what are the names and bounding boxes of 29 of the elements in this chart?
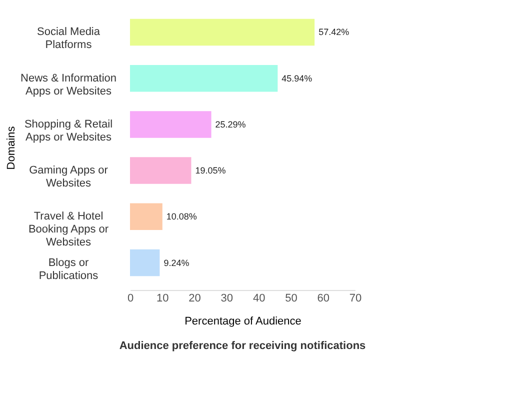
- x-tick-label: 30: [220, 292, 234, 304]
- bar: [130, 157, 192, 184]
- y-tick-label: News & Information Apps or Websites: [20, 72, 116, 98]
- text: Audience preference for receiving notifications: [119, 340, 366, 352]
- data-label: 19.05%: [195, 166, 226, 176]
- bar: [130, 111, 212, 138]
- x-tick-label: 0: [127, 292, 134, 304]
- data-label: 45.94%: [282, 73, 312, 84]
- bar: [130, 18, 315, 46]
- bar: [130, 64, 278, 92]
- y-axis-title: Domains: [6, 126, 18, 170]
- x-tick-label: 20: [188, 292, 201, 304]
- data-label: 57.42%: [318, 27, 350, 38]
- data-label: 10.08%: [166, 212, 197, 222]
- data-label: 25.29%: [215, 119, 246, 130]
- x-tick-label: 10: [156, 292, 169, 304]
- y-tick-label: Travel & Hotel Booking Apps or Websites: [28, 210, 109, 249]
- bar: [130, 249, 160, 276]
- bar: [130, 203, 162, 230]
- data-label: 9.24%: [164, 258, 190, 268]
- x-tick-label: 70: [349, 292, 362, 304]
- y-tick-label: Social Media Platforms: [37, 26, 101, 52]
- x-tick-label: 60: [317, 292, 330, 304]
- y-tick-label: Blogs or Publications: [38, 256, 99, 282]
- x-tick-label: 40: [252, 292, 266, 304]
- y-tick-label: Gaming Apps or Websites: [29, 164, 108, 190]
- y-tick-label: Shopping & Retail Apps or Websites: [24, 118, 113, 144]
- x-axis-title: Percentage of Audience: [184, 316, 302, 328]
- x-tick-label: 50: [285, 292, 298, 304]
